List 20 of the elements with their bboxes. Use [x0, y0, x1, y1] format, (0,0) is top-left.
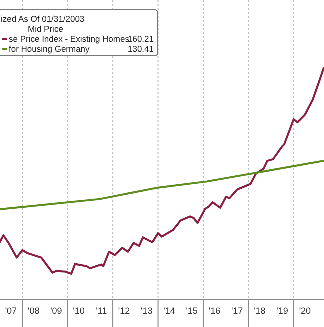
- legend-label: for Housing Germany: [9, 44, 91, 54]
- x-tick-label: '14: [164, 306, 176, 316]
- x-tick-label: '09: [50, 306, 62, 316]
- text: 130.41: [128, 44, 154, 54]
- chart-title: ized As Of 01/31/2003: [1, 14, 85, 24]
- x-tick-label: '16: [208, 306, 221, 316]
- x-tick-label: '20: [299, 306, 312, 316]
- x-tick-label: '15: [186, 306, 198, 316]
- x-tick-label: '18: [254, 306, 266, 316]
- x-tick-label: '17: [231, 306, 244, 316]
- x-tick-label: '12: [118, 306, 130, 316]
- x-tick-label: '19: [276, 306, 288, 316]
- x-tick-label: '10: [73, 306, 85, 316]
- text: 160.21: [128, 34, 154, 44]
- legend-title: Mid Price: [28, 24, 64, 34]
- legend-label: se Price Index - Existing Homes: [9, 34, 130, 44]
- x-tick-label: '08: [28, 306, 40, 316]
- x-tick-label: '11: [96, 306, 108, 316]
- x-tick-label: '07: [5, 306, 18, 316]
- x-tick-label: '13: [141, 306, 153, 316]
